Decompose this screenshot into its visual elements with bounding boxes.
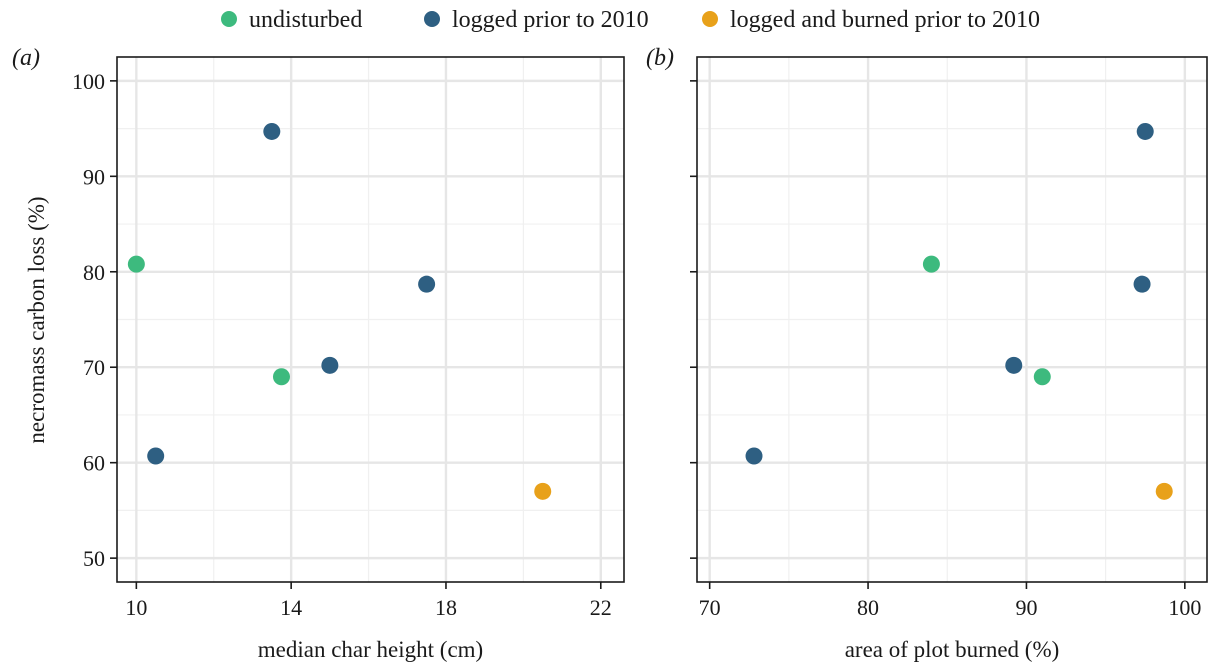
data-point	[1155, 482, 1173, 500]
y-axis-title: necromass carbon loss (%)	[24, 196, 49, 443]
data-point	[272, 368, 290, 386]
plot-frame	[696, 56, 1208, 583]
data-point	[127, 255, 145, 273]
x-tick-label: 80	[857, 595, 879, 620]
x-tick-label: 10	[125, 595, 147, 620]
x-tick-label: 18	[435, 595, 457, 620]
data-point	[745, 447, 763, 465]
data-point	[147, 447, 165, 465]
x-tick-label: 100	[1168, 595, 1201, 620]
y-tick-label: 90	[83, 164, 105, 189]
x-tick-label: 70	[699, 595, 721, 620]
plot-frame	[116, 56, 625, 583]
data-point	[1133, 275, 1151, 293]
panel-label: (a)	[12, 45, 40, 71]
data-point	[922, 255, 940, 273]
data-point	[1005, 356, 1023, 374]
x-tick-label: 22	[590, 595, 612, 620]
data-point	[534, 482, 552, 500]
x-tick-label: 90	[1015, 595, 1037, 620]
legend: undisturbed logged prior to 2010 logged an…	[221, 7, 1040, 33]
y-tick-label: 80	[83, 260, 105, 285]
legend-marker	[424, 11, 440, 27]
panel-a: 10 14 18 22 50 60 70 80 90 100 median char height …	[12, 45, 625, 662]
data-point	[418, 275, 436, 293]
data-point	[263, 122, 281, 140]
panel-b: 70 80 90 100 area of plot burned (%) (b)	[646, 45, 1208, 662]
data-point	[321, 356, 339, 374]
legend-label: undisturbed	[249, 7, 362, 33]
legend-label: logged prior to 2010	[452, 7, 649, 33]
y-tick-label: 100	[72, 69, 105, 94]
x-axis-title: area of plot burned (%)	[845, 637, 1060, 662]
y-tick-label: 70	[83, 355, 105, 380]
panel-label: (b)	[646, 45, 674, 71]
data-point	[1033, 368, 1051, 386]
legend-label: logged and burned prior to 2010	[730, 7, 1040, 33]
x-axis-title: median char height (cm)	[258, 637, 483, 662]
data-point	[1136, 122, 1154, 140]
y-tick-label: 60	[83, 451, 105, 476]
x-tick-label: 14	[280, 595, 302, 620]
legend-marker	[702, 11, 718, 27]
legend-marker	[221, 11, 237, 27]
y-tick-label: 50	[83, 546, 105, 571]
